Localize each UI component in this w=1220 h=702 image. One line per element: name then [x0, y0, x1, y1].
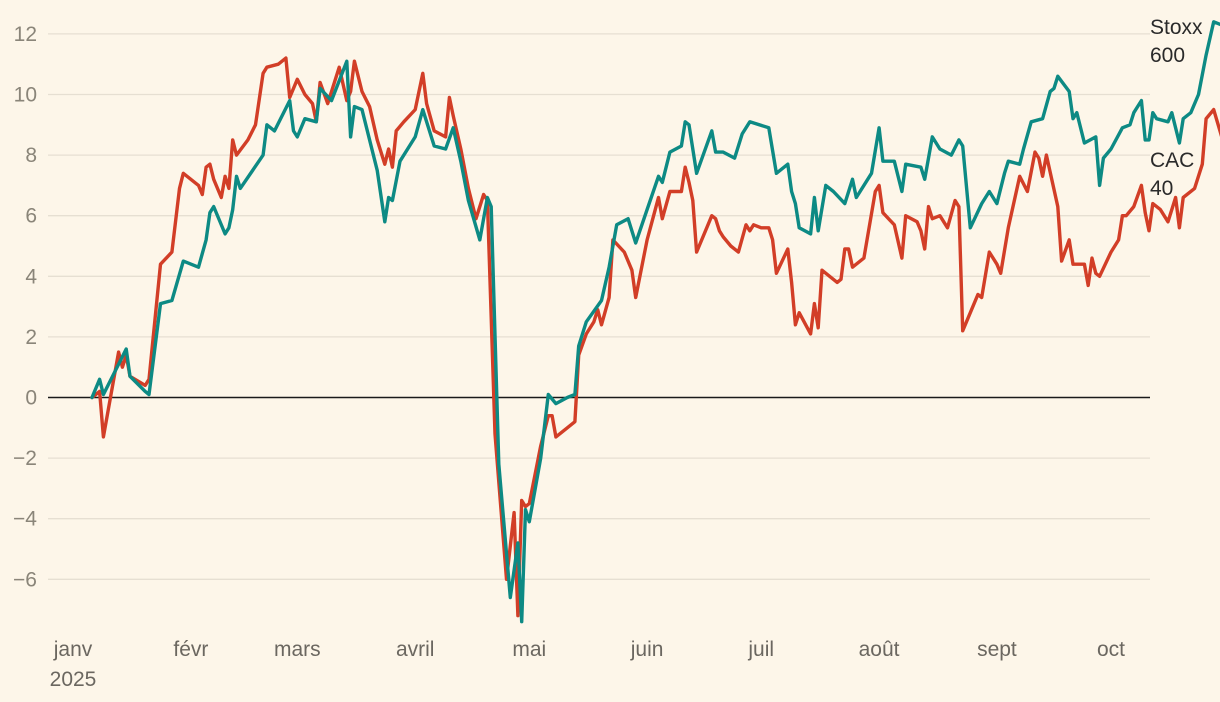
x-tick-label: juil — [747, 638, 774, 661]
y-tick-label: 4 — [25, 265, 37, 288]
y-tick-label: 10 — [14, 84, 37, 107]
x-tick-label: avril — [396, 638, 435, 661]
series-label: CAC — [1150, 149, 1194, 172]
y-axis-tick-labels: −6 −4 −2 0 2 4 6 8 10 12 — [13, 23, 37, 591]
series-label: 40 — [1150, 177, 1173, 200]
y-tick-label: −4 — [13, 508, 37, 531]
series-labels: Stoxx 600 CAC 40 — [1150, 16, 1203, 200]
series-line-stoxx-600 — [90, 20, 1220, 624]
x-tick-sublabel: 2025 — [50, 668, 97, 691]
series-label: Stoxx — [1150, 16, 1203, 39]
y-tick-label: 6 — [25, 205, 37, 228]
y-tick-label: 2 — [25, 326, 37, 349]
y-tick-label: −2 — [13, 447, 37, 470]
series-label: 600 — [1150, 44, 1185, 67]
x-tick-label: mai — [512, 638, 546, 661]
x-tick-label: août — [859, 638, 900, 661]
x-tick-label: févr — [173, 638, 208, 661]
x-tick-label: oct — [1097, 638, 1125, 661]
x-axis-tick-labels: janv 2025 févr mars avril mai juin juil août sept… — [50, 638, 1126, 691]
x-tick-label: sept — [977, 638, 1017, 661]
y-tick-label: 8 — [25, 144, 37, 167]
x-tick-label: janv — [53, 638, 93, 661]
y-tick-label: 12 — [14, 23, 37, 46]
series-lines — [90, 20, 1220, 624]
x-tick-label: mars — [274, 638, 321, 661]
x-tick-label: juin — [630, 638, 664, 661]
y-tick-label: 0 — [25, 387, 37, 410]
series-line-cac-40 — [90, 56, 1220, 618]
y-tick-label: −6 — [13, 568, 37, 591]
